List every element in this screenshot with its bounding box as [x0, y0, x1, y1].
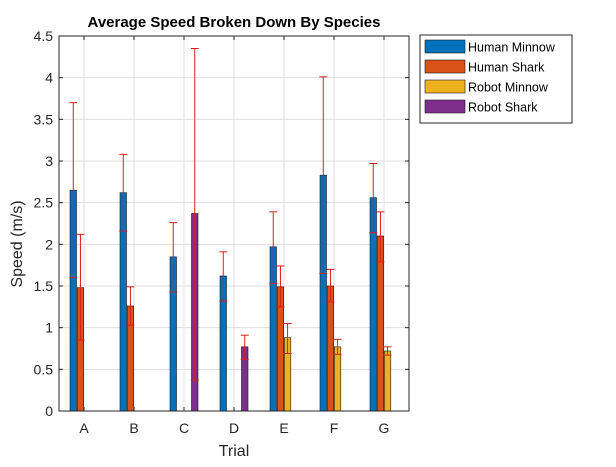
y-tick-label: 4.5	[34, 28, 54, 44]
legend-swatch	[424, 79, 466, 94]
x-tick-label: C	[179, 420, 189, 436]
axes: 0 0.5 1 1.5 2 2.5 3 3.5 4 4.5 A B C D E F G	[34, 28, 410, 436]
grid-lines	[59, 35, 409, 412]
y-tick-label: 3	[45, 153, 53, 169]
legend-label: Human Minnow	[468, 41, 556, 55]
y-tick-label: 0	[45, 403, 53, 419]
x-tick-label: F	[330, 420, 339, 436]
y-axis-label: Speed (m/s)	[9, 200, 26, 287]
legend-swatch	[424, 99, 466, 114]
legend-label: Human Shark	[468, 61, 545, 75]
chart-title: Average Speed Broken Down By Species	[88, 14, 381, 31]
x-tick-label: B	[129, 420, 138, 436]
x-tick-label: A	[79, 420, 89, 436]
bar	[383, 350, 392, 412]
y-tick-label: 3.5	[34, 111, 54, 127]
x-tick-label: E	[279, 420, 288, 436]
y-tick-label: 1.5	[34, 278, 54, 294]
legend-swatch	[424, 39, 466, 54]
axes-box	[58, 35, 410, 412]
bar	[326, 285, 335, 412]
bar	[333, 346, 342, 412]
y-tick-label: 2	[45, 236, 53, 252]
legend-swatch	[424, 59, 466, 74]
y-tick-label: 1	[45, 320, 53, 336]
y-tick-label: 0.5	[34, 361, 54, 377]
legend-label: Robot Shark	[468, 101, 538, 115]
error-bars	[69, 48, 392, 381]
x-axis-label: Trial	[219, 443, 250, 460]
legend-label: Robot Minnow	[468, 81, 549, 95]
y-tick-label: 4	[45, 70, 53, 86]
legend: Human Minnow Human Shark Robot Minnow Robot…	[419, 34, 573, 124]
x-tick-label: D	[229, 420, 239, 436]
x-tick-label: G	[379, 420, 390, 436]
y-tick-label: 2.5	[34, 195, 54, 211]
